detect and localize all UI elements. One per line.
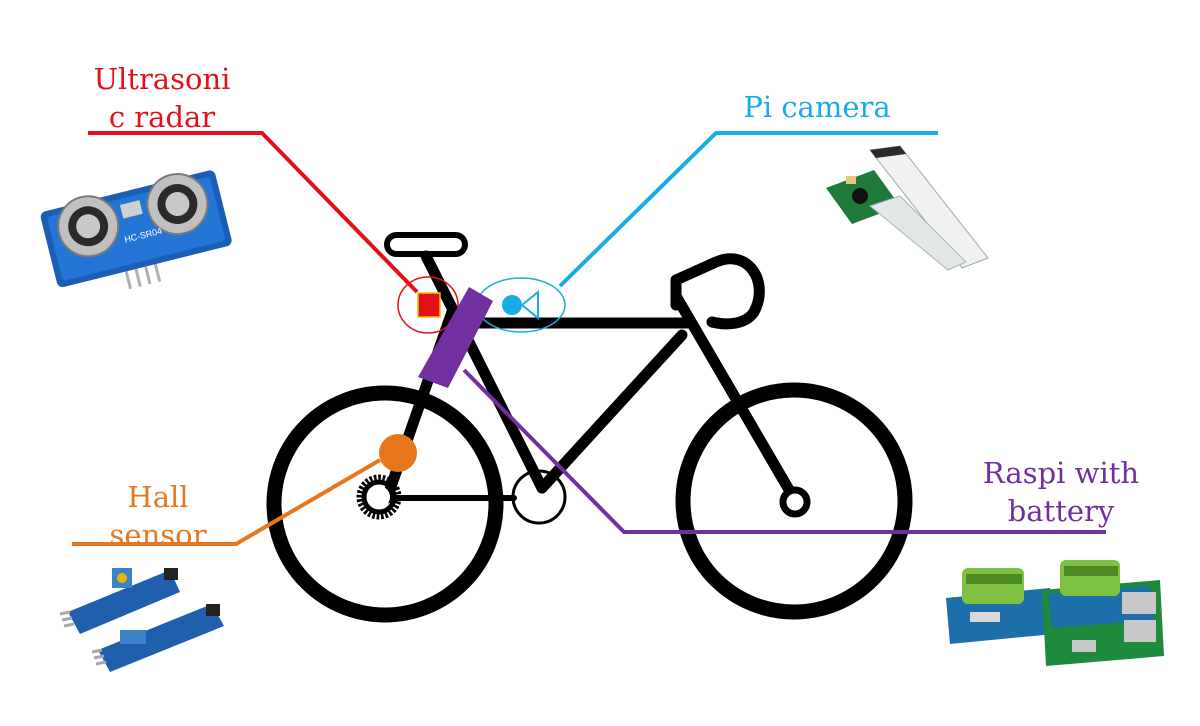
ultrasonic-marker (397, 276, 459, 334)
hall-label-line1: Hall (127, 480, 189, 514)
saddle (384, 232, 468, 257)
hall-sensor-module-photo (59, 568, 224, 672)
ultrasonic-label-line1: Ultrasoni (93, 62, 231, 96)
front-hub (779, 486, 811, 518)
hc-sr04-ultrasonic-sensor-photo: HC-SR04 (40, 170, 232, 290)
camera-label: Pi camera (743, 90, 891, 124)
hall-marker (379, 434, 417, 472)
ultrasonic-label-line2: c radar (108, 100, 216, 134)
raspi-marker (418, 287, 493, 388)
ultrasonic-leader (88, 131, 419, 294)
camera-leader (558, 131, 938, 288)
rear-wheel (266, 385, 504, 623)
seat-tube (420, 250, 548, 494)
down-tube (536, 329, 688, 494)
bicycle (266, 232, 913, 623)
handlebar (670, 253, 765, 330)
hall-leader (72, 458, 382, 546)
crank-circle (511, 469, 567, 525)
raspberry-pi-camera-module-photo (826, 145, 989, 271)
rear-sprocket (356, 474, 402, 520)
front-wheel (675, 382, 913, 620)
hall-label-line2: sensor (109, 518, 207, 552)
raspberry-pi-battery-hat-photo (946, 560, 1164, 666)
raspi-label-line1: Raspi with (982, 456, 1140, 490)
raspi-leader (462, 368, 1106, 534)
fork (670, 290, 801, 506)
raspi-label-line2: battery (1007, 494, 1115, 528)
